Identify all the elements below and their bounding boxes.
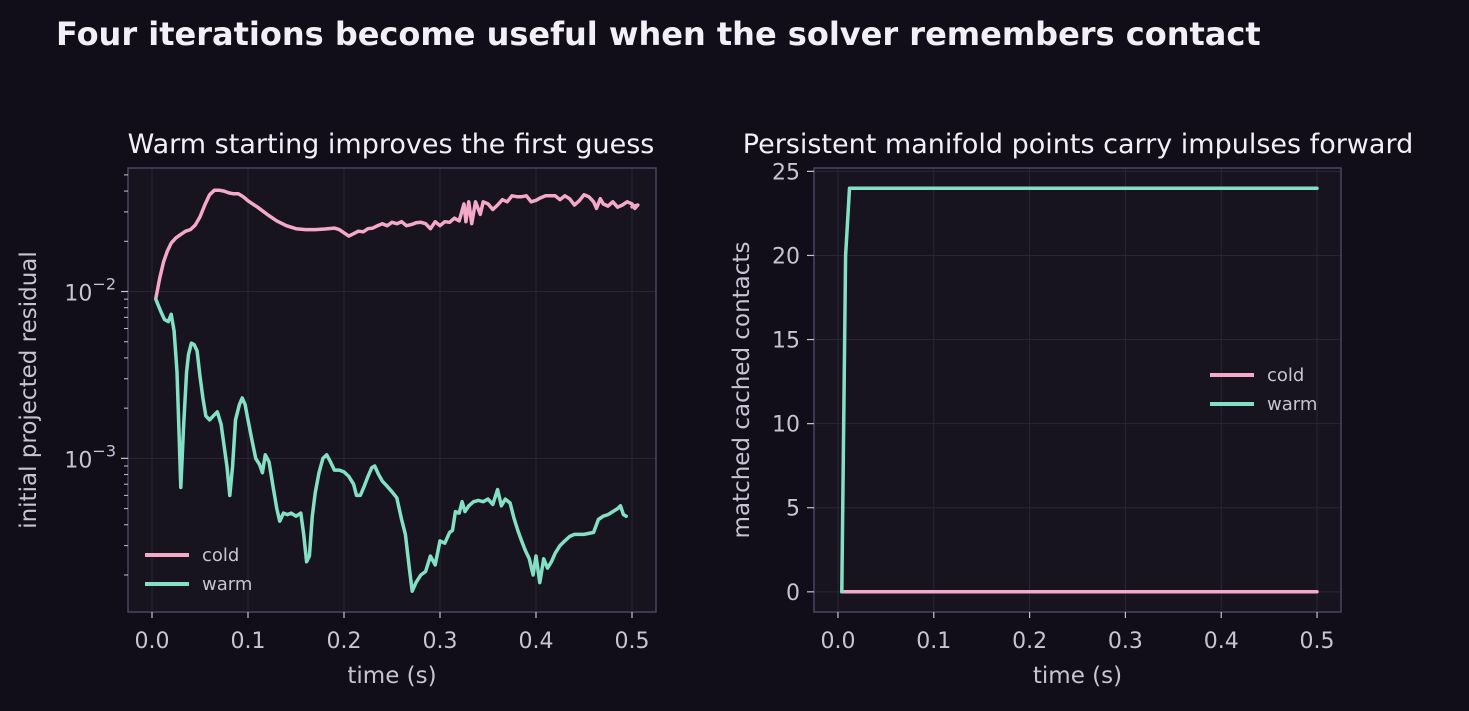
- legend-label-warm: warm: [1267, 394, 1317, 415]
- y-axis-label: initial projected residual: [16, 251, 42, 529]
- x-tick-label: 0.0: [135, 629, 170, 654]
- plot-frame: [813, 167, 1342, 613]
- legend: cold warm: [145, 545, 252, 595]
- x-axis-label: time (s): [347, 663, 436, 689]
- y-tick-label: 5: [786, 497, 800, 522]
- legend-label-cold: cold: [1267, 365, 1304, 386]
- x-tick-label: 0.5: [1300, 629, 1335, 654]
- series-line-warm: [840, 186, 1319, 594]
- y-tick-label: 25: [772, 160, 800, 185]
- y-axis-label: matched cached contacts: [729, 242, 755, 539]
- y-tick-label: 20: [772, 244, 800, 269]
- y-tick-base: 10: [64, 282, 92, 307]
- y-tick-label: 10: [772, 413, 800, 438]
- x-tick-label: 0.2: [327, 629, 362, 654]
- legend-label-cold: cold: [202, 545, 239, 566]
- legend-label-warm: warm: [202, 574, 252, 595]
- x-tick-label: 0.4: [1204, 629, 1239, 654]
- y-tick-exponent: −3: [92, 441, 116, 460]
- legend: cold warm: [1210, 365, 1317, 415]
- plot-frame: [127, 167, 657, 613]
- x-tick-label: 0.5: [615, 629, 650, 654]
- chart-title: Warm starting improves the first guess: [128, 129, 655, 160]
- y-tick-label: 15: [772, 329, 800, 354]
- figure-title: Four iterations become useful when the s…: [56, 15, 1261, 53]
- x-tick-label: 0.3: [1108, 629, 1143, 654]
- x-tick-label: 0.1: [231, 629, 266, 654]
- y-tick-base: 10: [64, 448, 92, 473]
- y-tick-label: 0: [786, 581, 800, 606]
- x-axis-label: time (s): [1033, 663, 1122, 689]
- chart-title: Persistent manifold points carry impulse…: [743, 129, 1413, 160]
- series-line-warm: [154, 297, 628, 593]
- y-tick-label: 10−3: [64, 441, 116, 473]
- plot-area: [814, 168, 1341, 612]
- x-tick-label: 0.3: [423, 629, 458, 654]
- x-tick-label: 0.4: [519, 629, 554, 654]
- x-tick-label: 0.2: [1012, 629, 1047, 654]
- x-tick-label: 0.1: [916, 629, 951, 654]
- y-tick-exponent: −2: [92, 275, 116, 294]
- x-tick-label: 0.0: [820, 629, 855, 654]
- series-line-cold: [154, 188, 640, 301]
- y-tick-label: 10−2: [64, 275, 116, 307]
